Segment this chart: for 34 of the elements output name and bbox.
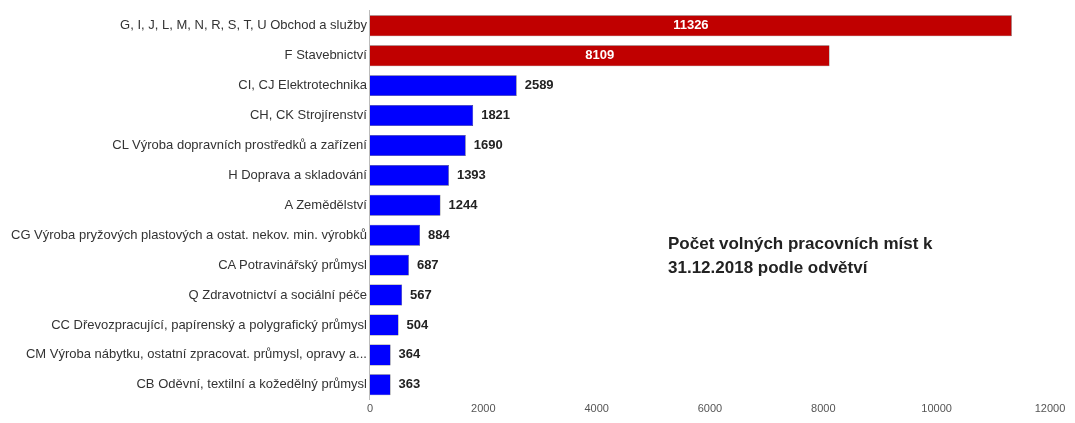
data-label: 504 [406,316,429,332]
x-tick-label: 8000 [811,402,836,415]
data-label: 11326 [673,17,709,33]
y-tick-label: A Zemědělství [284,196,368,212]
data-label: 687 [416,256,439,272]
data-label: 2589 [524,77,554,93]
y-tick-label: CB Oděvní, textilní a kožedělný průmysl [136,376,368,392]
y-tick-label: CH, CK Strojírenství [249,107,368,123]
x-tick-label: 0 [366,402,374,415]
text: Počet volných pracovních míst k 31.12.2018 podle odvětví [668,233,934,279]
data-label: 363 [398,376,421,392]
data-label: 1821 [481,107,511,123]
data-label: 364 [398,346,422,362]
y-tick-label: H Doprava a skladování [228,166,368,182]
data-label: 1393 [456,166,486,182]
y-tick-label: CL Výroba dopravních prostředků a zařízení [112,137,368,153]
data-label: 8109 [585,47,615,63]
y-tick-label: G, I, J, L, M, N, R, S, T, U Obchod a služby [120,17,368,33]
x-tick-label: 2000 [471,402,496,415]
x-tick-label: 6000 [697,402,723,415]
x-tick-label: 10000 [921,402,952,415]
data-label: 567 [410,286,432,302]
data-label: 1244 [448,196,479,212]
y-tick-label: CA Potravinářský průmysl [218,256,368,272]
y-tick-label: F Stavebnictví [284,47,368,63]
y-tick-label: CI, CJ Elektrotechnika [238,77,368,93]
data-label: 1690 [473,137,503,153]
x-tick-label: 4000 [584,402,609,415]
x-tick-label: 12000 [1034,402,1066,415]
data-label: 884 [428,226,451,242]
y-tick-label: Q Zdravotnictví a sociální péče [188,286,367,302]
y-tick-label: CM Výroba nábytku, ostatní zpracovat. průmysl, opravy a... [25,346,367,362]
y-tick-label: CG Výroba pryžových plastových a ostat. nekov. min. výrobků [11,226,367,242]
y-tick-label: CC Dřevozpracující, papírenský a polygrafický průmysl [51,316,368,332]
